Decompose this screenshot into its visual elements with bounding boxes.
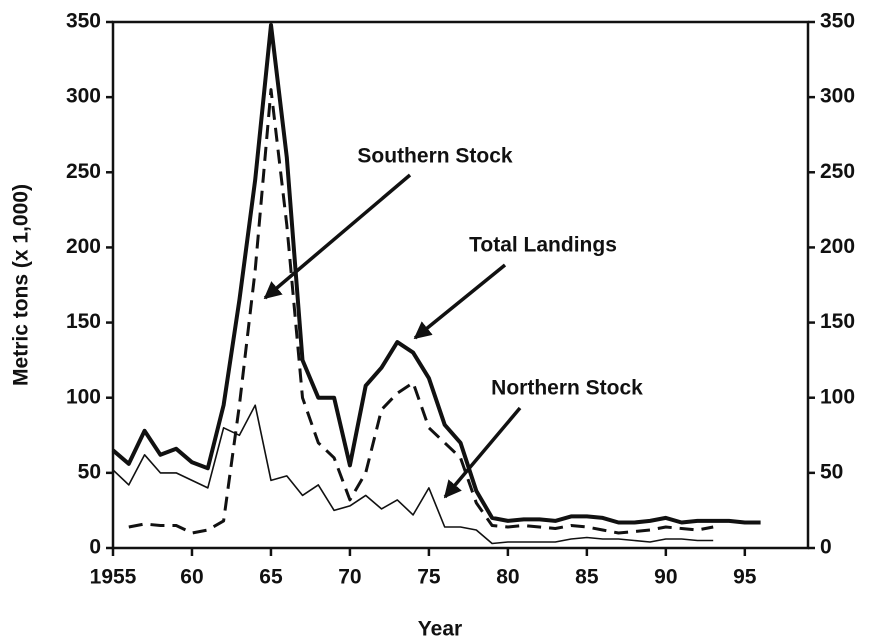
x-tick-label: 65 bbox=[259, 566, 283, 589]
y-tick-label: 300 bbox=[66, 85, 101, 108]
y2-tick-label: 350 bbox=[820, 10, 855, 33]
series-line bbox=[111, 23, 761, 525]
y-tick-label: 350 bbox=[66, 10, 101, 33]
y2-tick-label: 250 bbox=[820, 160, 855, 183]
x-tick-label: 90 bbox=[654, 566, 677, 589]
y2-tick-label: 300 bbox=[820, 85, 855, 108]
y2-tick-label: 0 bbox=[820, 536, 832, 559]
x-tick-label: 95 bbox=[733, 566, 757, 589]
series-line bbox=[112, 404, 714, 545]
y2-tick-label: 150 bbox=[820, 310, 855, 333]
annotation: Southern Stock bbox=[357, 145, 513, 168]
x-tick-label: 85 bbox=[575, 566, 599, 589]
y2-tick-label: 200 bbox=[820, 235, 855, 258]
annotation-arrow bbox=[413, 263, 507, 340]
annotation-arrow bbox=[443, 406, 522, 499]
plot-frame bbox=[111, 20, 810, 550]
x-tick-label: 1955 bbox=[90, 566, 137, 589]
x-tick-label: 70 bbox=[338, 566, 361, 589]
x-tick-label: 80 bbox=[496, 566, 519, 589]
y-tick-label: 150 bbox=[66, 310, 101, 333]
x-axis-label: Year bbox=[418, 618, 462, 641]
y-tick-label: 250 bbox=[66, 160, 101, 183]
x-tick-label: 60 bbox=[180, 566, 203, 589]
y-tick-label: 50 bbox=[78, 460, 101, 483]
y2-tick-label: 50 bbox=[820, 460, 843, 483]
annotation: Total Landings bbox=[469, 234, 617, 257]
y-axis-label: Metric tons (x 1,000) bbox=[10, 184, 33, 386]
series-line bbox=[128, 88, 714, 535]
y2-tick-label: 100 bbox=[820, 385, 855, 408]
annotation: Northern Stock bbox=[491, 377, 643, 400]
x-tick-label: 75 bbox=[417, 566, 441, 589]
y-tick-label: 0 bbox=[89, 536, 101, 559]
y-tick-label: 100 bbox=[66, 385, 101, 408]
annotation-arrow bbox=[263, 173, 412, 300]
y-tick-label: 200 bbox=[66, 235, 101, 258]
